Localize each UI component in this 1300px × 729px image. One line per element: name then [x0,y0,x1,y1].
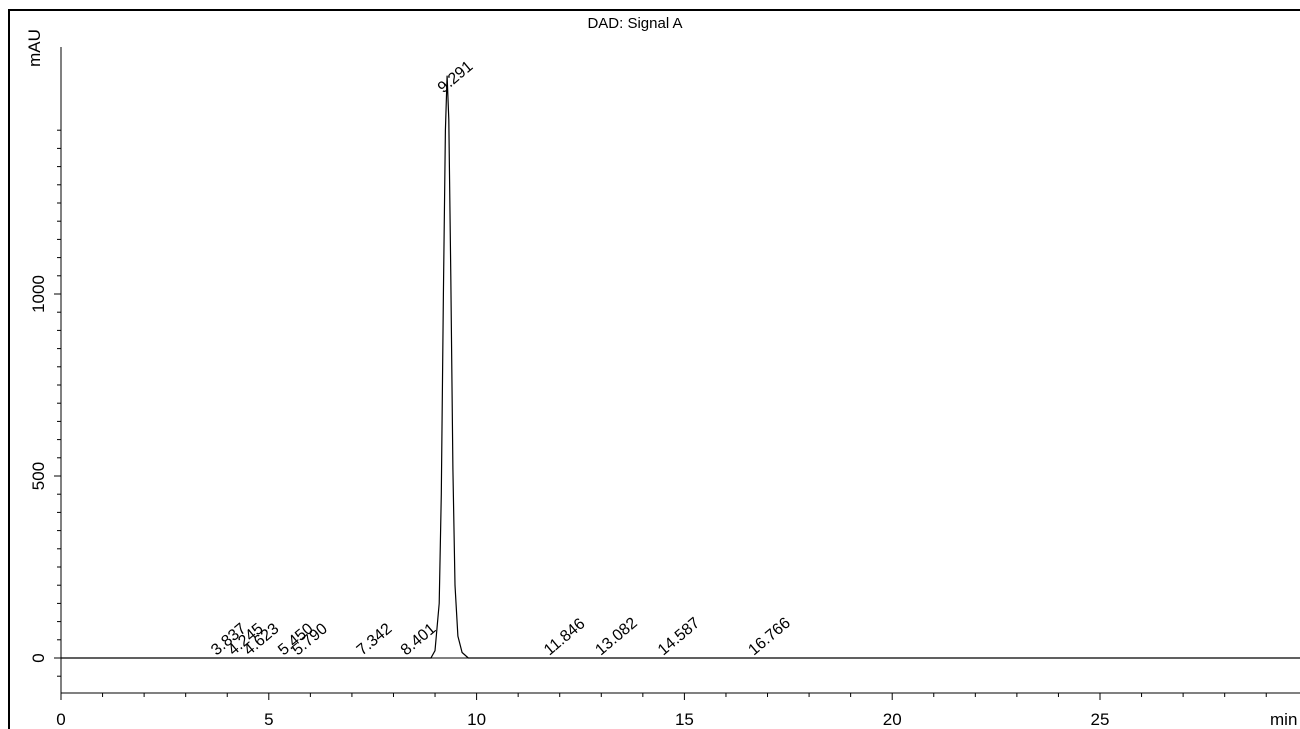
peak-label: 7.342 [354,620,396,659]
x-axis-label: min [1270,710,1297,729]
x-tick-label: 0 [56,710,65,729]
peak-label: 9.291 [435,58,477,97]
x-tick-label: 25 [1091,710,1110,729]
peak-label: 16.766 [745,615,793,660]
peak-label: 11.846 [541,615,589,659]
x-tick-label: 5 [264,710,273,729]
peak-label: 14.587 [655,615,703,660]
y-axis-label: mAU [25,29,44,67]
signal-trace [61,75,1300,659]
chart-title: DAD: Signal A [587,15,683,32]
chart-frame [8,9,1300,729]
peak-label: 13.082 [592,615,640,660]
x-tick-label: 15 [675,710,694,729]
x-tick-label: 10 [467,710,486,729]
y-tick-label: 1000 [29,275,48,313]
peak-label: 4.623 [241,620,283,659]
y-tick-label: 500 [29,462,48,490]
y-tick-label: 0 [29,653,48,662]
x-tick-label: 20 [883,710,902,729]
